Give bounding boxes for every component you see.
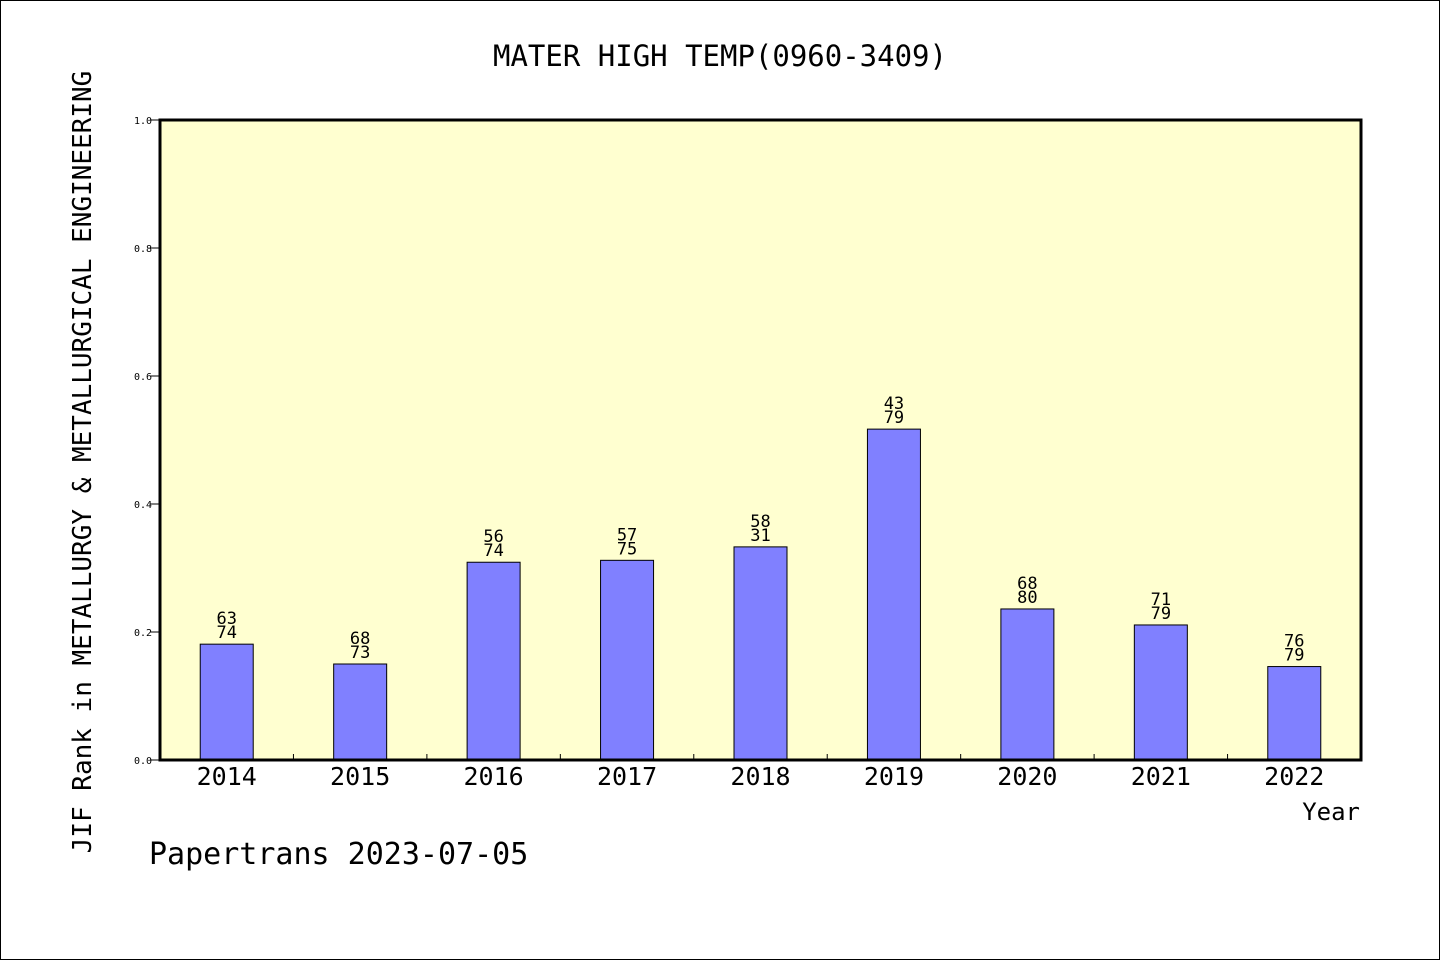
bar-2016 [466, 561, 521, 761]
bar-2022 [1267, 666, 1322, 761]
x-axis-label: Year [1302, 798, 1360, 826]
bar-2014 [199, 643, 254, 761]
total-label-2014: 74 [216, 623, 236, 643]
total-label-2020: 80 [1017, 588, 1037, 608]
rank-label-2015: 68 [350, 629, 370, 649]
rank-label-2017: 57 [617, 525, 637, 545]
x-tick-label-2018: 2018 [730, 762, 790, 791]
bar-2018 [733, 546, 788, 761]
footer-credit: Papertrans 2023-07-05 [149, 837, 528, 872]
total-label-2016: 74 [483, 541, 503, 561]
y-tick-label: 0.6 [134, 372, 152, 383]
rank-label-2022: 76 [1284, 632, 1304, 652]
y-axis: 0.0 0.2 0.4 0.6 0.8 1.0 [134, 116, 160, 767]
x-tick-label-2017: 2017 [597, 762, 657, 791]
y-tick-label: 0.2 [134, 628, 152, 639]
total-label-2022: 79 [1284, 646, 1304, 666]
y-axis-label: JIF Rank in METALLURGY & METALLURGICAL E… [68, 71, 98, 854]
bar-2017 [600, 559, 655, 761]
x-tick-label-2021: 2021 [1131, 762, 1191, 791]
x-tick-label-2015: 2015 [330, 762, 390, 791]
total-label-2021: 79 [1151, 604, 1171, 624]
bar-2019 [866, 428, 921, 761]
total-label-2015: 73 [350, 643, 370, 663]
x-tick-label-2022: 2022 [1264, 762, 1324, 791]
bar-2021 [1133, 624, 1188, 761]
rank-label-2018: 58 [750, 512, 770, 532]
x-tick-label-2014: 2014 [197, 762, 257, 791]
y-tick-label: 0.4 [134, 500, 152, 511]
rank-label-2019: 43 [884, 394, 904, 414]
rank-label-2016: 56 [483, 527, 503, 547]
x-axis: 2014 2015 2016 2017 2018 2019 2020 2021 2022 [197, 754, 1324, 791]
bar-2015 [333, 663, 388, 761]
rank-label-2021: 71 [1151, 590, 1171, 610]
y-tick-label: 0.8 [134, 244, 152, 255]
bar-2020 [1000, 608, 1055, 761]
y-tick-label: 1.0 [134, 116, 152, 127]
plot-frame [158, 118, 1363, 762]
y-tick-label: 0.0 [134, 756, 152, 767]
x-tick-label-2016: 2016 [464, 762, 524, 791]
rank-label-2020: 68 [1017, 574, 1037, 594]
x-tick-label-2019: 2019 [864, 762, 924, 791]
chart-title: MATER HIGH TEMP(0960-3409) [493, 39, 947, 73]
x-tick-label-2020: 2020 [997, 762, 1057, 791]
total-label-2019: 79 [884, 408, 904, 428]
bars-group [199, 428, 1322, 761]
total-label-2018: 31 [750, 526, 770, 546]
rank-label-2014: 63 [216, 609, 236, 629]
total-label-2017: 75 [617, 539, 637, 559]
